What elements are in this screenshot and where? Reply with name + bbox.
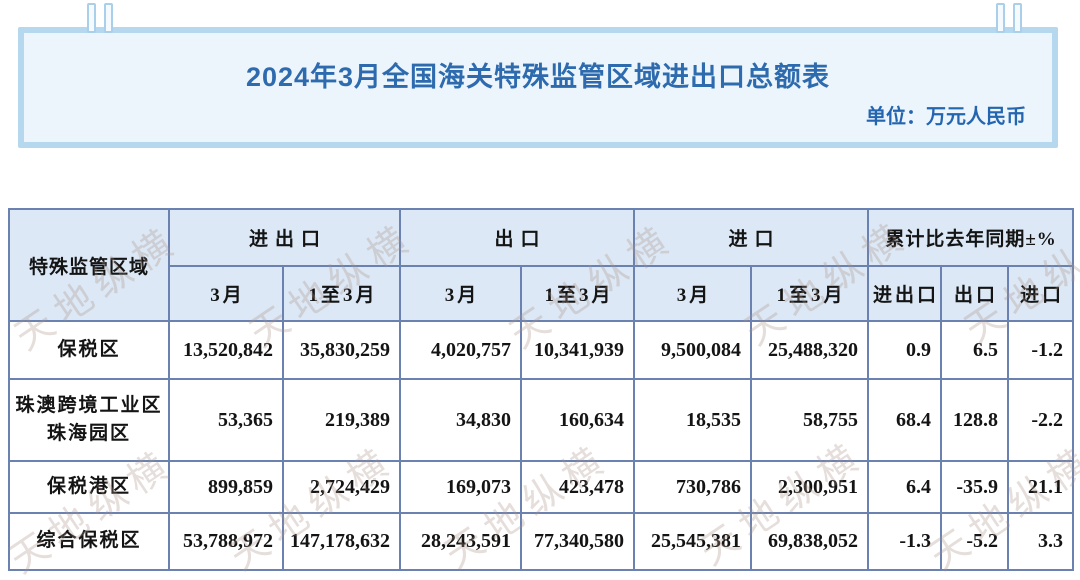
clip-decoration-icon — [104, 3, 113, 33]
region-label: 保税港区 — [8, 460, 170, 514]
value-cell: 53,788,972 — [168, 512, 284, 571]
region-label-line: 保税区 — [57, 338, 121, 360]
value-cell: 25,488,320 — [750, 320, 870, 380]
value-cell: 9,500,084 — [633, 320, 753, 380]
col-header-import-export: 进出口 — [167, 208, 402, 267]
pct-cell: 3.3 — [1007, 512, 1075, 571]
pct-cell: 6.4 — [867, 460, 943, 514]
value-cell: 35,830,259 — [281, 320, 402, 380]
table-row: 保税港区 899,859 2,724,429 169,073 423,478 7… — [8, 460, 1075, 514]
title-box: 2024年3月全国海关特殊监管区域进出口总额表 单位：万元人民币 — [18, 27, 1058, 148]
value-cell: 730,786 — [633, 460, 753, 514]
subheader-jan-march: 1至3月 — [750, 265, 870, 322]
table-row: 珠澳跨境工业区 珠海园区 53,365 219,389 34,830 160,6… — [8, 378, 1075, 462]
pct-cell: -2.2 — [1007, 378, 1075, 462]
subheader-march: 3月 — [633, 265, 753, 322]
pct-cell: 6.5 — [940, 320, 1010, 380]
value-cell: 10,341,939 — [520, 320, 636, 380]
value-cell: 69,838,052 — [750, 512, 870, 571]
subheader-export-pct: 出口 — [940, 265, 1010, 322]
value-cell: 169,073 — [399, 460, 523, 514]
value-cell: 2,300,951 — [750, 460, 870, 514]
subheader-import-export-pct: 进出口 — [867, 265, 943, 322]
region-label: 珠澳跨境工业区 珠海园区 — [8, 378, 170, 462]
value-cell: 53,365 — [168, 378, 284, 462]
region-label: 保税区 — [8, 320, 170, 380]
col-header-region: 特殊监管区域 — [8, 208, 170, 322]
value-cell: 2,724,429 — [281, 460, 402, 514]
col-header-yoy-change: 累计比去年同期±% — [867, 208, 1075, 267]
region-label-line: 珠澳跨境工业区 — [15, 394, 163, 416]
region-label-line: 珠海园区 — [46, 423, 131, 444]
table-row: 综合保税区 53,788,972 147,178,632 28,243,591 … — [8, 512, 1075, 571]
value-cell: 13,520,842 — [168, 320, 284, 380]
subheader-march: 3月 — [399, 265, 523, 322]
col-header-import: 进口 — [633, 208, 870, 267]
value-cell: 899,859 — [168, 460, 284, 514]
value-cell: 4,020,757 — [399, 320, 523, 380]
value-cell: 18,535 — [633, 378, 753, 462]
pct-cell: 128.8 — [940, 378, 1010, 462]
value-cell: 34,830 — [399, 378, 523, 462]
value-cell: 28,243,591 — [399, 512, 523, 571]
table-header-group-row: 特殊监管区域 进出口 出口 进口 累计比去年同期±% — [8, 208, 1075, 322]
value-cell: 423,478 — [520, 460, 636, 514]
customs-data-table: 特殊监管区域 进出口 出口 进口 累计比去年同期±% 3月 1至3月 3月 1至… — [8, 208, 1075, 571]
subheader-jan-march: 1至3月 — [520, 265, 636, 322]
clip-decoration-icon — [996, 3, 1005, 33]
clip-decoration-icon — [1013, 3, 1022, 33]
unit-label: 单位：万元人民币 — [866, 106, 1026, 128]
clip-decoration-icon — [87, 3, 96, 33]
pct-cell: -5.2 — [940, 512, 1010, 571]
value-cell: 219,389 — [281, 378, 402, 462]
table-header-sub-row: 3月 1至3月 3月 1至3月 3月 1至3月 进出口 出口 进口 — [9, 265, 1075, 322]
value-cell: 147,178,632 — [281, 512, 402, 571]
region-label: 综合保税区 — [8, 512, 170, 571]
pct-cell: -1.3 — [867, 512, 943, 571]
value-cell: 58,755 — [750, 378, 870, 462]
value-cell: 77,340,580 — [520, 512, 636, 571]
pct-cell: -35.9 — [940, 460, 1010, 514]
pct-cell: 0.9 — [867, 320, 943, 380]
pct-cell: 21.1 — [1007, 460, 1075, 514]
region-label-line: 保税港区 — [46, 475, 131, 497]
value-cell: 25,545,381 — [633, 512, 753, 571]
table-row: 保税区 13,520,842 35,830,259 4,020,757 10,3… — [8, 320, 1075, 380]
col-header-export: 出口 — [399, 208, 636, 267]
pct-cell: 68.4 — [867, 378, 943, 462]
page-title: 2024年3月全国海关特殊监管区域进出口总额表 — [245, 62, 831, 92]
region-label-line: 综合保税区 — [36, 530, 142, 552]
pct-cell: -1.2 — [1007, 320, 1075, 380]
subheader-march: 3月 — [168, 265, 284, 322]
subheader-import-pct: 进口 — [1007, 265, 1075, 322]
subheader-jan-march: 1至3月 — [281, 265, 402, 322]
value-cell: 160,634 — [520, 378, 636, 462]
